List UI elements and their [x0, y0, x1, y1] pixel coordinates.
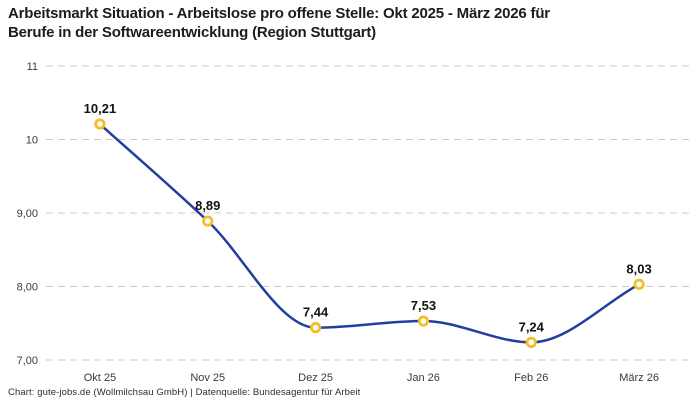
- data-point-marker: [633, 278, 645, 290]
- x-axis-tick-label: Feb 26: [514, 372, 548, 384]
- series-line: [98, 122, 641, 344]
- x-axis-tick-label: Nov 25: [190, 372, 225, 384]
- data-point-value-label: 7,44: [303, 305, 329, 320]
- data-point-value-label: 7,53: [411, 298, 436, 313]
- data-point-value-label: 8,03: [626, 261, 651, 276]
- y-axis-tick-label: 11: [27, 61, 38, 73]
- data-point-marker: [202, 215, 214, 227]
- data-point-marker: [525, 336, 537, 348]
- y-axis-tick-label: 10: [26, 135, 38, 147]
- chart-title-line-1: Arbeitsmarkt Situation - Arbeitslose pro…: [8, 5, 550, 22]
- data-point-value-label: 10,21: [84, 101, 117, 116]
- y-axis-tick-label: 8,00: [17, 282, 38, 294]
- y-axis-tick-label: 9,00: [17, 208, 38, 220]
- data-point-marker: [417, 315, 430, 327]
- data-point-value-label: 7,24: [519, 319, 545, 334]
- y-axis-tick-label: 7,00: [17, 355, 38, 367]
- x-axis-tick-label: Okt 25: [84, 372, 116, 384]
- x-axis-tick-label: Dez 25: [298, 372, 333, 384]
- chart-title: Arbeitsmarkt Situation - Arbeitslose pro…: [8, 4, 668, 42]
- chart-title-line-2: Berufe in der Softwareentwicklung (Regio…: [8, 24, 376, 41]
- chart-source-footer: Chart: gute-jobs.de (Wollmilchsau GmbH) …: [8, 387, 361, 398]
- data-point-value-label: 8,89: [195, 198, 220, 213]
- x-axis-tick-label: Jan 26: [407, 372, 440, 384]
- data-point-marker: [309, 322, 322, 334]
- x-axis-tick-label: März 26: [619, 372, 659, 384]
- data-point-marker: [94, 118, 106, 130]
